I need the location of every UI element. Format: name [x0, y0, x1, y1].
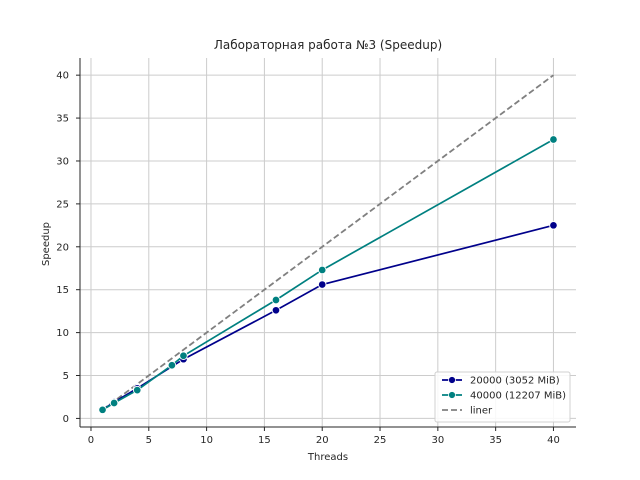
x-tick-label: 40 [547, 435, 560, 446]
x-tick-label: 15 [258, 435, 271, 446]
series-line [102, 74, 554, 411]
y-tick-label: 10 [56, 328, 69, 339]
data-point [179, 351, 188, 361]
x-tick-label: 5 [146, 435, 152, 446]
y-tick-label: 0 [63, 414, 69, 425]
x-tick-label: 30 [431, 435, 444, 446]
data-point [317, 280, 327, 289]
data-point [167, 360, 177, 370]
legend-item: 40000 (12207 MiB) [442, 391, 566, 402]
series-layer [98, 74, 558, 415]
legend-marker [448, 391, 456, 399]
y-tick-label: 40 [56, 71, 69, 82]
y-tick-label: 20 [56, 242, 69, 253]
y-tick-label: 15 [56, 285, 69, 296]
data-point [549, 221, 558, 230]
legend: 20000 (3052 MiB) 40000 (12207 MiB) liner [434, 371, 571, 423]
y-axis-title: Speedup [41, 222, 52, 266]
data-point [271, 295, 281, 305]
x-axis-title: Threads [307, 452, 348, 463]
x-tick-label: 10 [200, 435, 213, 446]
axes [79, 58, 576, 428]
legend-box [434, 371, 571, 423]
x-tick-label: 25 [374, 435, 387, 446]
series-1 [98, 135, 558, 415]
y-tick-label: 35 [56, 114, 69, 125]
data-point [271, 306, 281, 315]
data-point [109, 398, 119, 408]
data-point [549, 135, 558, 144]
data-point [317, 265, 327, 275]
legend-item: 20000 (3052 MiB) [442, 376, 560, 387]
series-line [102, 138, 554, 411]
x-tick-label: 35 [489, 435, 502, 446]
legend-label: 40000 (12207 MiB) [470, 391, 566, 402]
x-tick-label: 0 [88, 435, 94, 446]
data-point [132, 385, 142, 395]
legend-label: liner [470, 406, 493, 417]
legend-item: liner [442, 406, 493, 417]
grid [80, 58, 576, 427]
y-tick-label: 5 [63, 371, 69, 382]
ticks: 0 5 10 15 20 25 30 35 40 0 5 10 15 20 25 30 35 40 [56, 71, 560, 446]
data-point [98, 405, 107, 415]
series-2 [102, 74, 554, 411]
x-tick-label: 20 [316, 435, 329, 446]
legend-label: 20000 (3052 MiB) [470, 376, 560, 387]
chart-title: Лабораторная работа №3 (Speedup) [214, 38, 442, 52]
y-tick-label: 25 [56, 199, 69, 210]
y-tick-label: 30 [56, 156, 69, 167]
legend-marker [448, 376, 456, 384]
